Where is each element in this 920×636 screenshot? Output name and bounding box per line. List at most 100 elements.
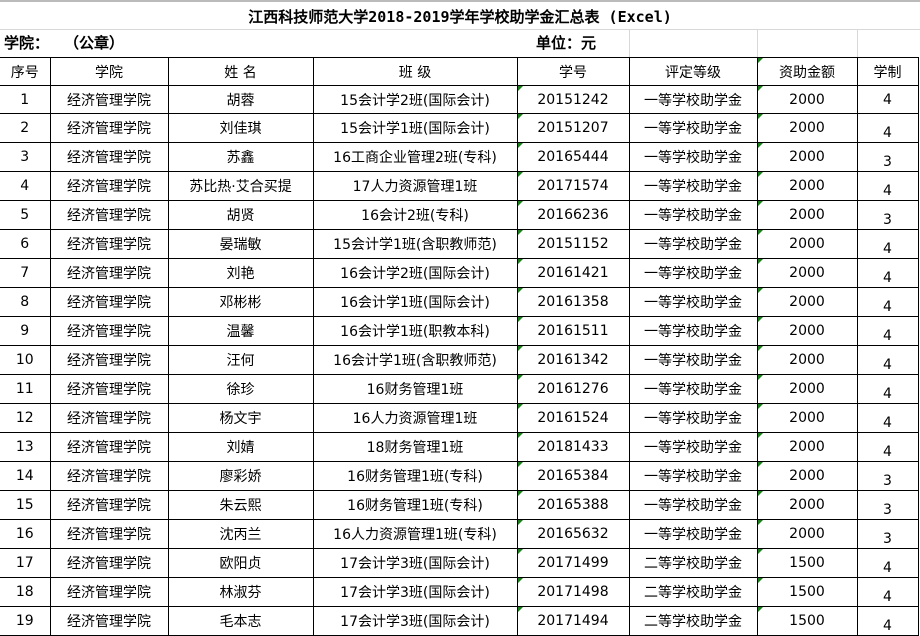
cell-college[interactable]: 经济管理学院	[49, 519, 169, 549]
cell-amount[interactable]: 2000	[756, 345, 858, 375]
cell-grade-level[interactable]: 一等学校助学金	[628, 229, 758, 259]
cell-grade-level[interactable]: 二等学校助学金	[628, 548, 758, 578]
cell-amount[interactable]: 2000	[756, 403, 858, 433]
cell-student-id[interactable]: 20161276	[516, 374, 630, 404]
cell-duration[interactable]: 4	[856, 85, 919, 114]
cell-name[interactable]: 苏鑫	[167, 142, 314, 172]
cell-seq[interactable]: 16	[0, 519, 51, 549]
cell-name[interactable]: 刘艳	[167, 258, 314, 288]
cell-college[interactable]: 经济管理学院	[49, 85, 169, 114]
cell-seq[interactable]: 6	[0, 229, 51, 259]
cell-duration[interactable]: 4	[856, 403, 919, 433]
cell-student-id[interactable]: 20171498	[516, 577, 630, 607]
cell-student-id[interactable]: 20165384	[516, 461, 630, 491]
cell-amount[interactable]: 2000	[756, 258, 858, 288]
cell-student-id[interactable]: 20161358	[516, 287, 630, 317]
cell-amount[interactable]: 1500	[756, 548, 858, 578]
cell-college[interactable]: 经济管理学院	[49, 200, 169, 230]
cell-amount[interactable]: 2000	[756, 113, 858, 143]
cell-seq[interactable]: 1	[0, 85, 51, 114]
cell-class[interactable]: 16会计学2班(国际会计)	[312, 258, 518, 288]
cell-student-id[interactable]: 20151242	[516, 85, 630, 114]
cell-name[interactable]: 胡蓉	[167, 85, 314, 114]
cell-class[interactable]: 16会计2班(专科)	[312, 200, 518, 230]
cell-college[interactable]: 经济管理学院	[49, 548, 169, 578]
cell-name[interactable]: 廖彩娇	[167, 461, 314, 491]
cell-amount[interactable]: 2000	[756, 229, 858, 259]
cell-duration[interactable]: 4	[856, 432, 919, 462]
cell-student-id[interactable]: 20171574	[516, 171, 630, 201]
cell-seq[interactable]: 11	[0, 374, 51, 404]
cell-grade-level[interactable]: 一等学校助学金	[628, 432, 758, 462]
cell-amount[interactable]: 2000	[756, 461, 858, 491]
cell-class[interactable]: 16人力资源管理1班(专科)	[312, 519, 518, 549]
column-header-student-id[interactable]: 学号	[516, 57, 630, 86]
cell-college[interactable]: 经济管理学院	[49, 577, 169, 607]
cell-duration[interactable]: 4	[856, 171, 919, 201]
cell-student-id[interactable]: 20151207	[516, 113, 630, 143]
cell-name[interactable]: 毛本志	[167, 606, 314, 636]
cell-college[interactable]: 经济管理学院	[49, 490, 169, 520]
cell-name[interactable]: 沈丙兰	[167, 519, 314, 549]
cell-name[interactable]: 邓彬彬	[167, 287, 314, 317]
cell-amount[interactable]: 2000	[756, 490, 858, 520]
cell-seq[interactable]: 8	[0, 287, 51, 317]
cell-grade-level[interactable]: 二等学校助学金	[628, 577, 758, 607]
cell-grade-level[interactable]: 一等学校助学金	[628, 85, 758, 114]
cell-student-id[interactable]: 20171499	[516, 548, 630, 578]
cell-duration[interactable]: 3	[856, 142, 919, 172]
cell-duration[interactable]: 4	[856, 258, 919, 288]
cell-class[interactable]: 16会计学1班(职教本科)	[312, 316, 518, 346]
cell-name[interactable]: 刘佳琪	[167, 113, 314, 143]
cell-college[interactable]: 经济管理学院	[49, 374, 169, 404]
cell-amount[interactable]: 2000	[756, 287, 858, 317]
cell-amount[interactable]: 2000	[756, 432, 858, 462]
cell-grade-level[interactable]: 一等学校助学金	[628, 461, 758, 491]
column-header-grade-level[interactable]: 评定等级	[628, 57, 758, 86]
cell-college[interactable]: 经济管理学院	[49, 345, 169, 375]
cell-seq[interactable]: 12	[0, 403, 51, 433]
cell-duration[interactable]: 4	[856, 287, 919, 317]
cell-college[interactable]: 经济管理学院	[49, 171, 169, 201]
cell-name[interactable]: 汪何	[167, 345, 314, 375]
cell-seq[interactable]: 19	[0, 606, 51, 636]
cell-college[interactable]: 经济管理学院	[49, 403, 169, 433]
column-header-seq[interactable]: 序号	[0, 57, 51, 86]
cell-seq[interactable]: 9	[0, 316, 51, 346]
cell-grade-level[interactable]: 一等学校助学金	[628, 519, 758, 549]
cell-name[interactable]: 晏瑞敏	[167, 229, 314, 259]
cell-name[interactable]: 朱云熙	[167, 490, 314, 520]
cell-duration[interactable]: 3	[856, 490, 919, 520]
cell-duration[interactable]: 4	[856, 229, 919, 259]
cell-seq[interactable]: 14	[0, 461, 51, 491]
cell-college[interactable]: 经济管理学院	[49, 113, 169, 143]
cell-grade-level[interactable]: 一等学校助学金	[628, 258, 758, 288]
cell-duration[interactable]: 4	[856, 577, 919, 607]
cell-college[interactable]: 经济管理学院	[49, 432, 169, 462]
cell-student-id[interactable]: 20165444	[516, 142, 630, 172]
cell-class[interactable]: 16财务管理1班	[312, 374, 518, 404]
column-header-class[interactable]: 班 级	[312, 57, 518, 86]
cell-name[interactable]: 苏比热·艾合买提	[167, 171, 314, 201]
cell-student-id[interactable]: 20161511	[516, 316, 630, 346]
cell-seq[interactable]: 17	[0, 548, 51, 578]
cell-college[interactable]: 经济管理学院	[49, 287, 169, 317]
cell-name[interactable]: 胡贤	[167, 200, 314, 230]
cell-college[interactable]: 经济管理学院	[49, 606, 169, 636]
cell-duration[interactable]: 4	[856, 548, 919, 578]
cell-seq[interactable]: 5	[0, 200, 51, 230]
cell-class[interactable]: 16会计学1班(含职教师范)	[312, 345, 518, 375]
cell-grade-level[interactable]: 一等学校助学金	[628, 345, 758, 375]
cell-amount[interactable]: 2000	[756, 519, 858, 549]
cell-class[interactable]: 16财务管理1班(专科)	[312, 490, 518, 520]
cell-student-id[interactable]: 20165388	[516, 490, 630, 520]
cell-seq[interactable]: 18	[0, 577, 51, 607]
cell-college[interactable]: 经济管理学院	[49, 258, 169, 288]
cell-amount[interactable]: 1500	[756, 577, 858, 607]
cell-duration[interactable]: 3	[856, 519, 919, 549]
cell-name[interactable]: 欧阳贞	[167, 548, 314, 578]
cell-seq[interactable]: 10	[0, 345, 51, 375]
cell-class[interactable]: 15会计学1班(国际会计)	[312, 113, 518, 143]
column-header-college[interactable]: 学院	[49, 57, 169, 86]
cell-name[interactable]: 徐珍	[167, 374, 314, 404]
